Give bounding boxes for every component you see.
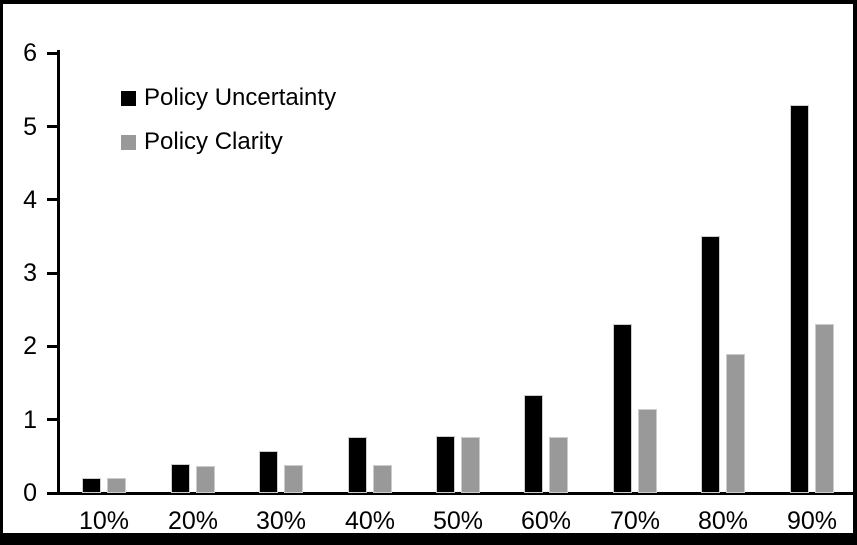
x-category-label: 50% <box>432 507 484 535</box>
y-tick-label: 3 <box>23 259 37 288</box>
bar-policy-clarity <box>461 436 480 493</box>
x-category-label: 10% <box>78 507 130 535</box>
bar-policy-uncertainty <box>790 104 809 493</box>
y-tick-label: 1 <box>23 405 37 434</box>
y-tick-mark <box>47 271 60 275</box>
x-axis-line <box>57 491 853 495</box>
chart-legend: Policy Uncertainty Policy Clarity <box>121 86 336 178</box>
y-tick-label: 0 <box>23 479 37 507</box>
policy-clarity-swatch-icon <box>121 134 136 150</box>
bar-policy-uncertainty <box>524 394 543 493</box>
y-tick-label: 4 <box>23 185 37 214</box>
x-category-label: 60% <box>520 507 572 535</box>
bar-policy-uncertainty <box>171 464 190 493</box>
y-tick-label: 2 <box>23 332 37 361</box>
legend-item-policy-uncertainty: Policy Uncertainty <box>121 86 336 110</box>
bar-policy-clarity <box>726 353 745 493</box>
x-category-label: 30% <box>255 507 307 535</box>
bar-policy-uncertainty <box>436 435 455 493</box>
x-category-label: 80% <box>697 507 749 535</box>
x-category-label: 40% <box>344 507 396 535</box>
policy-uncertainty-swatch-icon <box>121 90 136 106</box>
y-tick-mark <box>47 418 60 422</box>
x-category-label: 20% <box>167 507 219 535</box>
bar-policy-uncertainty <box>348 437 367 493</box>
x-category-label: 90% <box>786 507 838 535</box>
bar-policy-clarity <box>549 436 568 493</box>
legend-label-policy-uncertainty: Policy Uncertainty <box>144 84 337 111</box>
bar-policy-uncertainty <box>259 451 278 493</box>
legend-label-policy-clarity: Policy Clarity <box>144 128 283 155</box>
y-tick-mark <box>47 344 60 348</box>
bar-policy-uncertainty <box>701 236 720 493</box>
bar-policy-clarity <box>284 465 303 493</box>
y-tick-mark <box>47 198 60 202</box>
y-tick-label: 5 <box>23 112 37 141</box>
y-tick-mark <box>47 491 60 495</box>
bar-policy-clarity <box>638 408 657 493</box>
bar-policy-uncertainty <box>82 478 101 493</box>
bar-policy-clarity <box>373 465 392 493</box>
bar-policy-uncertainty <box>613 323 632 493</box>
y-tick-label: 6 <box>23 39 37 68</box>
bar-policy-clarity <box>815 324 834 493</box>
bar-policy-clarity <box>196 465 215 493</box>
y-tick-mark <box>47 51 60 55</box>
legend-item-policy-clarity: Policy Clarity <box>121 130 336 154</box>
y-tick-mark <box>47 125 60 128</box>
bar-policy-clarity <box>107 478 126 493</box>
x-category-label: 70% <box>609 507 661 535</box>
